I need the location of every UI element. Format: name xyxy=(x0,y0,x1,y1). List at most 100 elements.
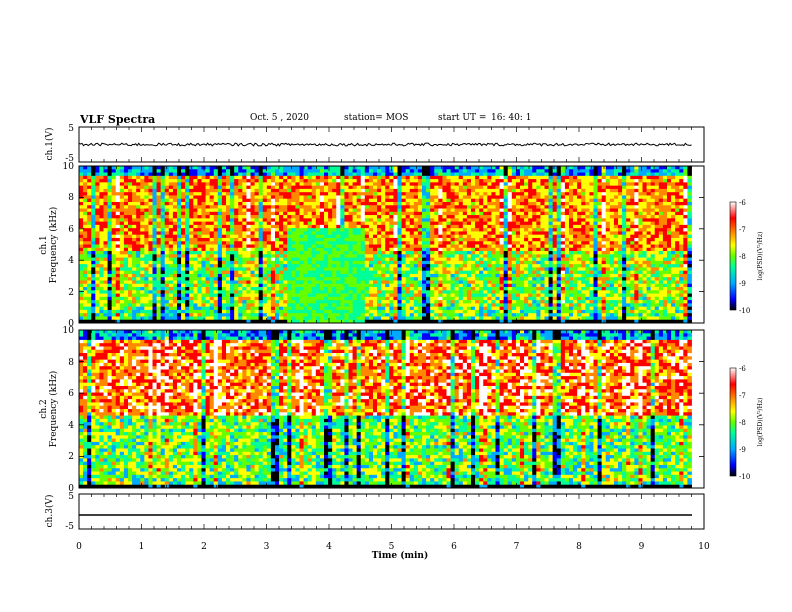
spectrogram-cell xyxy=(405,221,411,226)
spectrogram-cell xyxy=(385,195,390,200)
spectrogram-cell xyxy=(156,218,162,222)
spectrogram-cell xyxy=(340,306,345,311)
spectrogram-cell xyxy=(340,179,345,183)
spectrogram-cell xyxy=(413,303,419,308)
spectrogram-cell xyxy=(340,198,345,203)
spectrogram-cell xyxy=(164,270,170,275)
spectrogram-cell xyxy=(91,277,96,281)
spectrogram-cell xyxy=(368,290,374,294)
spectrogram-cell xyxy=(107,303,113,308)
spectrogram-cell xyxy=(209,313,215,317)
spectrogram-cell xyxy=(413,313,419,317)
spectrogram-cell xyxy=(442,254,447,258)
spectrogram-cell xyxy=(332,254,337,258)
spectrogram-cell xyxy=(177,215,182,219)
spectrogram-cell xyxy=(164,188,170,193)
spectrogram-cell xyxy=(438,195,443,200)
spectrogram-cell xyxy=(291,231,296,236)
spectrogram-cell xyxy=(344,251,349,255)
spectrogram-cell xyxy=(254,201,260,206)
spectrogram-cell xyxy=(119,231,125,236)
spectrogram-cell xyxy=(315,316,321,321)
spectrogram-cell xyxy=(213,201,219,206)
spectrogram-cell xyxy=(99,185,104,190)
spectrogram-cell xyxy=(160,188,166,193)
spectrogram-cell xyxy=(430,166,435,170)
spectrogram-cell xyxy=(336,195,341,200)
spectrogram-cell xyxy=(426,254,431,258)
spectrogram-cell xyxy=(466,296,472,301)
spectrogram-cell xyxy=(258,280,264,285)
spectrogram-cell xyxy=(434,175,439,180)
spectrogram-cell xyxy=(123,313,129,317)
spectrogram-cell xyxy=(373,218,378,222)
spectrogram-cell xyxy=(140,237,145,242)
spectrogram-cell xyxy=(226,309,231,314)
spectrogram-cell xyxy=(221,237,227,242)
spectrogram-cell xyxy=(181,201,186,206)
spectrogram-cell xyxy=(181,313,186,317)
spectrogram-cell xyxy=(401,257,407,262)
spectrogram-cell xyxy=(172,287,178,291)
spectrogram-cell xyxy=(430,257,435,262)
spectrogram-cell xyxy=(405,218,411,222)
spectrogram-cell xyxy=(393,211,398,216)
spectrogram-cell xyxy=(319,179,325,183)
spectrogram-cell xyxy=(250,198,255,203)
spectrogram-cell xyxy=(454,169,460,173)
spectrogram-cell xyxy=(389,208,394,213)
spectrogram-cell xyxy=(213,254,219,258)
spectrogram-cell xyxy=(246,192,251,196)
spectrogram-cell xyxy=(332,211,337,216)
spectrogram-cell xyxy=(401,172,407,177)
spectrogram-cell xyxy=(438,237,443,242)
spectrogram-cell xyxy=(79,254,84,258)
spectrogram-cell xyxy=(156,221,162,226)
spectrogram-cell xyxy=(401,201,407,206)
spectrogram-cell xyxy=(417,192,423,196)
spectrogram-cell xyxy=(299,280,304,285)
spectrogram-cell xyxy=(491,283,496,288)
spectrogram-cell xyxy=(181,228,186,232)
spectrogram-cell xyxy=(462,218,468,222)
spectrogram-cell xyxy=(389,293,394,298)
spectrogram-cell xyxy=(446,283,451,288)
spectrogram-cell xyxy=(385,273,390,278)
spectrogram-cell xyxy=(471,234,476,239)
spectrogram-cell xyxy=(91,195,96,200)
spectrogram-cell xyxy=(246,218,251,222)
spectrogram-cell xyxy=(364,260,370,265)
spectrogram-cell xyxy=(148,290,153,294)
spectrogram-cell xyxy=(181,273,186,278)
spectrogram-cell xyxy=(434,309,439,314)
spectrogram-cell xyxy=(234,188,239,193)
spectrogram-cell xyxy=(209,283,215,288)
spectrogram-cell xyxy=(450,201,456,206)
spectrogram-cell xyxy=(107,296,113,301)
spectrogram-cell xyxy=(471,309,476,314)
spectrogram-cell xyxy=(336,175,341,180)
spectrogram-cell xyxy=(275,309,280,314)
spectrogram-cell xyxy=(254,192,260,196)
spectrogram-cell xyxy=(471,185,476,190)
spectrogram-cell xyxy=(499,267,505,272)
spectrogram-cell xyxy=(123,185,129,190)
spectrogram-cell xyxy=(217,296,223,301)
spectrogram-cell xyxy=(324,211,329,216)
spectrogram-cell xyxy=(328,221,333,226)
spectrogram-cell xyxy=(381,309,386,314)
spectrogram-cell xyxy=(393,198,398,203)
spectrogram-cell xyxy=(422,306,427,311)
spectrogram-cell xyxy=(491,270,496,275)
spectrogram-cell xyxy=(340,205,345,209)
spectrogram-cell xyxy=(475,198,480,203)
spectrogram-cell xyxy=(91,264,96,268)
spectrogram-cell xyxy=(250,290,255,294)
spectrogram-cell xyxy=(324,175,329,180)
spectrogram-cell xyxy=(242,309,247,314)
spectrogram-cell xyxy=(205,309,211,314)
spectrogram-cell xyxy=(315,300,321,304)
spectrogram-cell xyxy=(189,251,194,255)
spectrogram-cell xyxy=(315,257,321,262)
spectrogram-cell xyxy=(279,316,284,321)
